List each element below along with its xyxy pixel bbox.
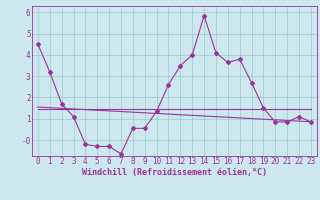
X-axis label: Windchill (Refroidissement éolien,°C): Windchill (Refroidissement éolien,°C) <box>82 168 267 177</box>
